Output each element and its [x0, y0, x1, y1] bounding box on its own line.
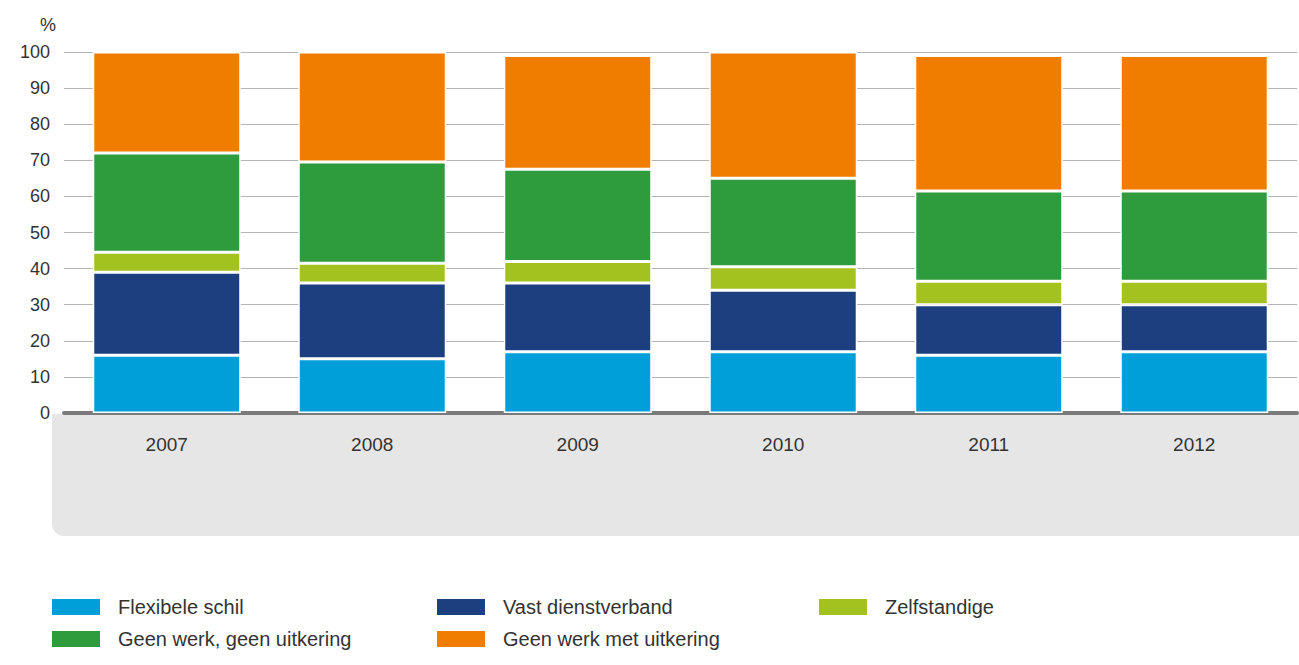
svg-text:70: 70 [30, 150, 50, 170]
svg-text:2008: 2008 [351, 434, 393, 455]
svg-text:50: 50 [30, 223, 50, 243]
svg-text:100: 100 [20, 42, 50, 62]
svg-text:Vast dienstverband: Vast dienstverband [503, 596, 673, 618]
svg-text:20: 20 [30, 331, 50, 351]
svg-text:40: 40 [30, 259, 50, 279]
svg-text:2010: 2010 [762, 434, 804, 455]
svg-text:Geen werk met uitkering: Geen werk met uitkering [503, 628, 720, 650]
svg-text:2011: 2011 [968, 434, 1009, 455]
svg-text:90: 90 [30, 78, 50, 98]
svg-text:0: 0 [40, 403, 50, 423]
svg-text:2012: 2012 [1173, 434, 1215, 455]
svg-text:2009: 2009 [557, 434, 599, 455]
svg-text:%: % [40, 15, 56, 35]
svg-text:30: 30 [30, 295, 50, 315]
svg-text:80: 80 [30, 114, 50, 134]
svg-text:2007: 2007 [146, 434, 188, 455]
svg-text:10: 10 [30, 367, 50, 387]
svg-text:Geen werk, geen uitkering: Geen werk, geen uitkering [118, 628, 351, 650]
svg-text:Zelfstandige: Zelfstandige [885, 596, 994, 618]
svg-text:Flexibele schil: Flexibele schil [118, 596, 244, 618]
svg-text:60: 60 [30, 186, 50, 206]
